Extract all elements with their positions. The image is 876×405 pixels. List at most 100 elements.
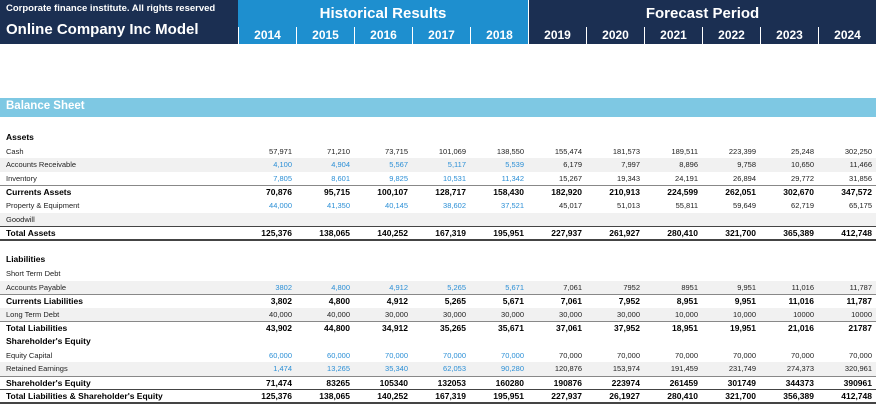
cell-value: 44,800: [324, 323, 350, 334]
cell-value: 70,000: [791, 350, 814, 360]
cell-value: 19,343: [617, 173, 640, 183]
cell-value: 4,912: [389, 282, 408, 292]
cell-value: 320,961: [844, 364, 872, 374]
cell-value: 37,952: [614, 323, 640, 334]
cell-value: 59,649: [733, 201, 756, 210]
cell-value: 4,800: [328, 296, 350, 307]
cell-value: 189,511: [671, 146, 698, 156]
cell-value: 40,000: [269, 309, 292, 319]
row-label: Equity Capital: [6, 350, 53, 360]
cell-value: 210,913: [609, 187, 640, 198]
cell-value: 3802: [275, 282, 292, 292]
cell-value: 71,474: [266, 377, 292, 388]
cell-value: 5,539: [505, 160, 524, 170]
cell-value: 101,069: [438, 146, 466, 156]
cell-value: 90,280: [501, 364, 524, 374]
year: 2019: [528, 27, 586, 44]
year: 2023: [760, 27, 818, 44]
cell-value: 19,951: [730, 323, 756, 334]
cell-value: 5,265: [447, 282, 466, 292]
cell-value: 138,550: [496, 146, 524, 156]
cell-value: 95,715: [324, 187, 350, 198]
year: 2016: [354, 27, 412, 44]
year: 2017: [412, 27, 470, 44]
cell-value: 302,250: [844, 146, 872, 156]
table-row: Shareholder's Equity: [0, 335, 876, 349]
cell-value: 40,000: [327, 309, 350, 319]
row-label: Total Liabilities: [6, 323, 68, 334]
cell-value: 181,573: [612, 146, 640, 156]
cell-value: 4,800: [331, 282, 350, 292]
table-row: Equity Capital 60,000 60,000 70,000 70,000 70…: [0, 349, 876, 363]
table-row: Property & Equipment 44,000 41,350 40,145 38…: [0, 199, 876, 213]
cell-value: 280,410: [667, 228, 698, 239]
cell-value: 223974: [611, 377, 640, 388]
table-row: Cash 57,971 71,210 73,715 101,069 138,550 155,…: [0, 145, 876, 159]
cell-value: 262,051: [725, 187, 756, 198]
cell-value: 71,210: [327, 146, 350, 156]
cell-value: 9,758: [737, 160, 756, 170]
year: 2015: [296, 27, 354, 44]
cell-value: 60,000: [269, 350, 292, 360]
cell-value: 158,430: [493, 187, 524, 198]
cell-value: 83265: [326, 377, 350, 388]
cell-value: 261459: [669, 377, 698, 388]
cell-value: 8,951: [676, 296, 698, 307]
year: 2022: [702, 27, 760, 44]
cell-value: 11,016: [791, 282, 814, 292]
cell-value: 155,474: [554, 146, 582, 156]
section-bar: Balance Sheet: [0, 98, 876, 117]
table-row: Short Term Debt: [0, 267, 876, 281]
table-row: Long Term Debt 40,000 40,000 30,000 30,000 30…: [0, 307, 876, 322]
cell-value: 5,567: [389, 160, 408, 170]
cell-value: 70,000: [501, 350, 524, 360]
row-label: Currents Assets: [6, 187, 72, 198]
cell-value: 8951: [681, 282, 698, 292]
copyright: Corporate finance institute. All rights …: [6, 3, 216, 14]
table-row: Shareholder's Equity 71,474 83265 105340 132…: [0, 375, 876, 390]
row-label: Long Term Debt: [6, 309, 60, 319]
cell-value: 167,319: [435, 228, 466, 239]
row-label: Goodwill: [6, 214, 35, 224]
cell-value: 138,065: [319, 391, 350, 402]
cell-value: 62,053: [443, 364, 466, 374]
cell-value: 280,410: [667, 391, 698, 402]
cell-value: 132053: [437, 377, 466, 388]
cell-value: 7,805: [273, 173, 292, 183]
cell-value: 5,671: [502, 296, 524, 307]
cell-value: 412,748: [841, 228, 872, 239]
cell-value: 70,000: [385, 350, 408, 360]
cell-value: 30,000: [501, 309, 524, 319]
model-title: Online Company Inc Model: [6, 21, 199, 38]
cell-value: 195,951: [493, 228, 524, 239]
cell-value: 18,951: [672, 323, 698, 334]
section-title: Balance Sheet: [6, 100, 85, 112]
cell-value: 10,000: [733, 309, 756, 319]
cell-value: 35,340: [385, 364, 408, 374]
table-row: Retained Earnings 1,474 13,265 35,340 62,053…: [0, 362, 876, 376]
cell-value: 224,599: [667, 187, 698, 198]
cell-value: 65,175: [849, 201, 872, 210]
cell-value: 29,772: [791, 173, 814, 183]
cell-value: 6,179: [563, 160, 582, 170]
cell-value: 261,927: [609, 228, 640, 239]
cell-value: 7,997: [621, 160, 640, 170]
cell-value: 21,016: [788, 323, 814, 334]
cell-value: 55,811: [675, 201, 698, 210]
cell-value: 7,061: [560, 296, 582, 307]
cell-value: 274,373: [786, 364, 814, 374]
cell-value: 4,912: [386, 296, 408, 307]
year: 2021: [644, 27, 702, 44]
cell-value: 223,399: [728, 146, 756, 156]
cell-value: 70,000: [617, 350, 640, 360]
cell-value: 227,937: [551, 391, 582, 402]
cell-value: 11,466: [849, 160, 872, 170]
cell-value: 26,894: [733, 173, 756, 183]
cell-value: 41,350: [327, 201, 350, 210]
cell-value: 302,670: [783, 187, 814, 198]
cell-value: 231,749: [728, 364, 756, 374]
year: 2014: [238, 27, 296, 44]
row-label: Accounts Receivable: [6, 160, 77, 170]
cell-value: 11,787: [849, 282, 872, 292]
cell-value: 153,974: [612, 364, 640, 374]
